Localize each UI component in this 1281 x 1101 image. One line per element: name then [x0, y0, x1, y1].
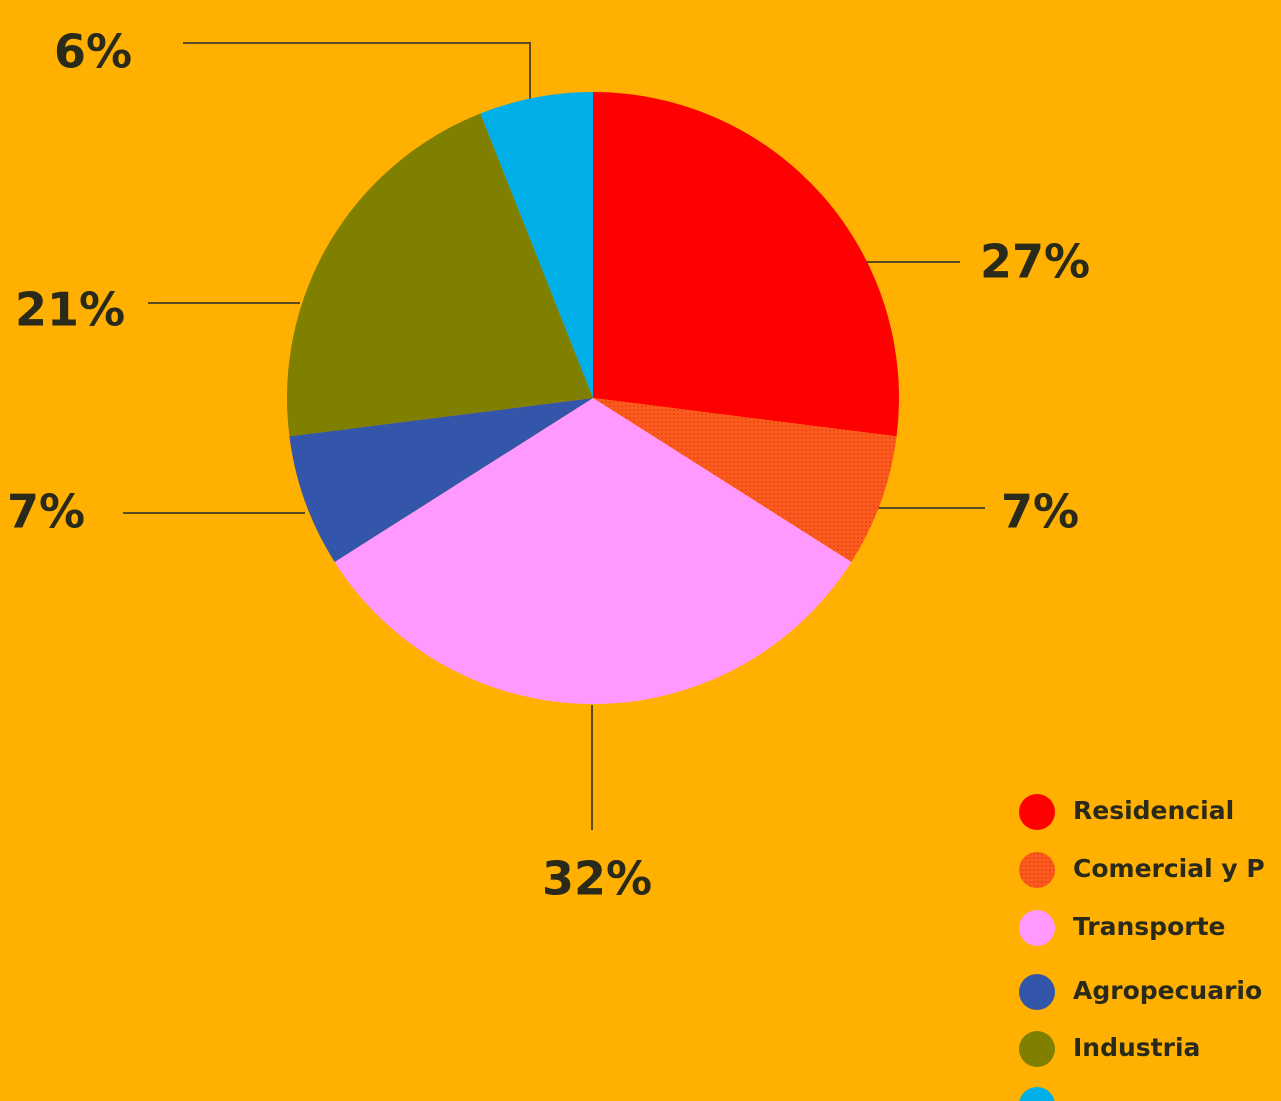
- leader-lines: [123, 42, 985, 830]
- pie-slice: [289, 398, 593, 562]
- legend-label: Agropecuario: [1073, 976, 1262, 1005]
- legend-label: Residencial: [1073, 796, 1234, 825]
- legend-swatch: [1019, 852, 1055, 888]
- legend-swatch: [1019, 910, 1055, 946]
- value-label: 21%: [15, 283, 125, 337]
- pie-slice: [593, 92, 899, 437]
- leader-line: [183, 42, 531, 100]
- legend-swatch: [1019, 1087, 1055, 1101]
- pie-slice: [593, 398, 897, 562]
- pie-slice: [480, 92, 593, 398]
- pie-slice: [334, 398, 852, 704]
- value-label: 27%: [980, 235, 1090, 289]
- legend-swatch: [1019, 794, 1055, 830]
- legend-swatch: [1019, 974, 1055, 1010]
- value-label: 7%: [7, 485, 85, 539]
- pie-slice: [287, 113, 593, 437]
- legend-label: Comercial y P: [1073, 854, 1265, 883]
- legend-swatch: [1019, 1031, 1055, 1067]
- value-label: 7%: [1001, 485, 1079, 539]
- legend-label: Industria: [1073, 1033, 1200, 1062]
- legend-label: Transporte: [1073, 912, 1226, 941]
- value-label: 6%: [54, 25, 132, 79]
- value-label: 32%: [542, 852, 652, 906]
